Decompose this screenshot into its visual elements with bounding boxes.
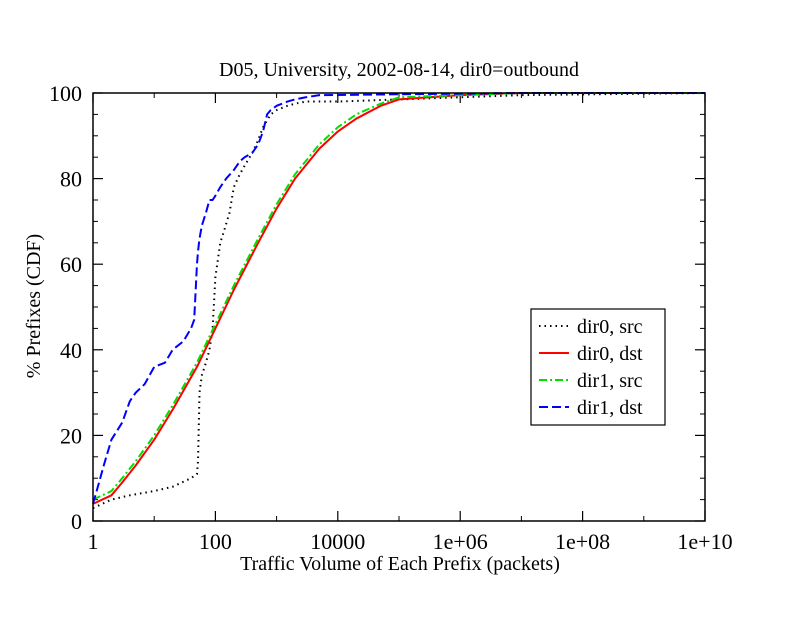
x-tick-label: 1e+08 [555,529,610,554]
y-tick-label: 80 [60,167,82,192]
y-tick-label: 60 [60,252,82,277]
x-tick-label: 100 [199,529,232,554]
y-tick-label: 0 [71,509,82,534]
legend-box [530,308,666,426]
x-tick-label: 1 [88,529,99,554]
legend-label: dir1, src [577,370,643,392]
legend: dir0, src dir0, dst dir1, src dir1, dst [530,308,666,426]
legend-label: dir1, dst [577,397,643,419]
series-line-0 [92,92,706,510]
x-tick-label: 1e+10 [677,529,732,554]
x-tick-label: 10000 [310,529,365,554]
plot-frame [92,92,706,522]
legend-label: dir0, src [577,316,643,338]
legend-label: dir0, dst [577,343,643,365]
chart-title: D05, University, 2002-08-14, dir0=outbou… [219,59,579,81]
x-tick-label: 1e+06 [433,529,488,554]
plot-series [92,92,706,510]
y-tick-label: 20 [60,423,82,448]
y-tick-label: 100 [49,81,82,106]
series-line-2 [92,92,705,501]
series-line-3 [92,92,705,505]
y-axis-label: % Prefixes (CDF) [23,234,45,378]
x-axis-label: Traffic Volume of Each Prefix (packets) [240,553,560,575]
y-tick-label: 40 [60,338,82,363]
